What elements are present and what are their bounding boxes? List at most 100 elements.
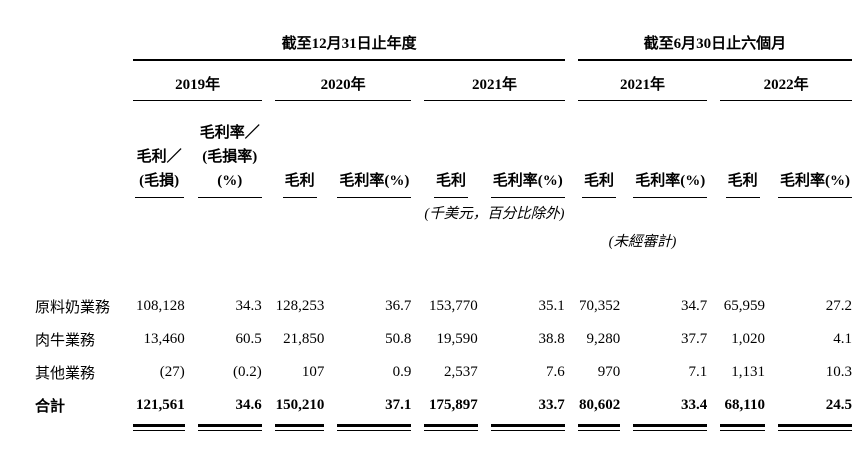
table-cell: 970 [597, 364, 621, 380]
empty-cell [35, 61, 120, 101]
column-header-line: (毛損) [139, 173, 180, 189]
table-cell: 60.5 [235, 331, 262, 347]
table-cell: 24.5 [825, 397, 852, 413]
column-header-line: 毛利率／ [199, 125, 260, 141]
table-cell: 34.7 [680, 298, 708, 314]
table-cell: 7.6 [546, 364, 565, 380]
double-rule [133, 424, 185, 431]
units-note: (千美元，百分比除外) [424, 205, 565, 222]
table-cell: (0.2) [233, 364, 262, 380]
double-rule [777, 424, 852, 431]
table-cell: 9,280 [586, 331, 621, 347]
table-cell: 36.7 [385, 298, 412, 314]
table-cell: 128,253 [275, 298, 325, 314]
table-cell: 153,770 [429, 298, 478, 314]
period-group-row: 截至12月31日止年度 截至6月30日止六個月 [35, 30, 852, 61]
gross-profit-table: 截至12月31日止年度 截至6月30日止六個月 2019年 2020年 2021… [22, 30, 865, 434]
double-rule [577, 424, 621, 431]
unaudited-note: (未經審計) [608, 233, 677, 250]
year-header-2019: 2019年 [133, 61, 262, 101]
column-header: 毛利 [424, 101, 477, 198]
column-header-line: 毛利率(%) [339, 173, 410, 189]
table-cell: 21,850 [283, 331, 325, 347]
column-header-line: 毛利率(%) [635, 173, 706, 189]
double-rule [720, 424, 765, 431]
double-rule [197, 424, 262, 431]
table-cell: 7.1 [688, 364, 708, 380]
column-header: 毛利 [720, 101, 765, 198]
spacer-row [35, 254, 852, 290]
total-rule-row [35, 422, 852, 434]
double-rule-cell [337, 422, 412, 434]
table-row-other: 其他業務 (27) (0.2) 107 0.9 2,537 7.6 970 7.… [35, 356, 852, 389]
double-rule-cell [133, 422, 185, 434]
table-cell: 0.9 [392, 364, 412, 380]
year-header-2022-interim: 2022年 [720, 61, 852, 101]
empty-cell [35, 30, 120, 61]
double-rule [274, 424, 325, 431]
double-rule-cell [720, 422, 765, 434]
column-header: 毛利 [275, 101, 325, 198]
table-cell: 37.7 [680, 331, 708, 347]
double-rule [633, 424, 708, 431]
column-header-line: 毛利 [436, 173, 467, 189]
table-cell: 4.1 [833, 331, 852, 347]
table-cell: 108,128 [136, 298, 185, 314]
table-row-total: 合計 121,561 34.6 150,210 37.1 175,897 33.… [35, 389, 852, 422]
table-cell: 107 [301, 364, 325, 380]
group-header-annual: 截至12月31日止年度 [133, 30, 565, 61]
year-header-2020: 2020年 [274, 61, 412, 101]
table-cell: 27.2 [825, 298, 852, 314]
row-label: 合計 [35, 399, 66, 415]
table-row-raw-milk: 原料奶業務 108,128 34.3 128,253 36.7 153,770 … [35, 290, 852, 323]
table-cell: (27) [159, 364, 185, 380]
table-row-beef-cattle: 肉牛業務 13,460 60.5 21,850 50.8 19,590 38.8… [35, 323, 852, 356]
double-rule-cell [490, 422, 565, 434]
double-rule-cell [424, 422, 478, 434]
double-rule [337, 424, 412, 431]
column-header-line: 毛利 [583, 173, 614, 189]
table-cell: 13,460 [143, 331, 185, 347]
table-cell: 35.1 [538, 298, 565, 314]
column-header: 毛利／ (毛損) [133, 101, 184, 198]
table-cell: 68,110 [724, 397, 765, 413]
column-header-line: 毛利 [284, 173, 315, 189]
empty-cell [720, 226, 852, 254]
row-label: 肉牛業務 [35, 333, 96, 349]
table-cell: 38.8 [538, 331, 565, 347]
table-cell: 34.3 [235, 298, 262, 314]
group-header-halfyear: 截至6月30日止六個月 [577, 30, 852, 61]
column-header-line: (%) [217, 173, 243, 189]
column-header-row: 毛利／ (毛損) 毛利率／ (毛損率) (%) 毛利 毛利率(%) 毛利 毛利率… [35, 101, 852, 198]
double-rule-cell [633, 422, 708, 434]
table-cell: 70,352 [578, 298, 621, 314]
column-header: 毛利率(%) [633, 101, 708, 198]
year-header-row: 2019年 2020年 2021年 2021年 2022年 [35, 61, 852, 101]
double-rule-cell [777, 422, 852, 434]
table-cell: 1,131 [731, 364, 765, 380]
column-header-line: 毛利 [727, 173, 758, 189]
row-label: 其他業務 [35, 366, 96, 382]
table-cell: 80,602 [578, 397, 621, 413]
table-cell: 65,959 [723, 298, 765, 314]
double-rule-cell [274, 422, 325, 434]
column-header-line: 毛利／ [136, 149, 182, 165]
double-rule [490, 424, 565, 431]
column-header: 毛利率(%) [777, 101, 852, 198]
table-cell: 10.3 [825, 364, 852, 380]
column-header-line: (毛損率) [202, 149, 258, 165]
column-header-line: 毛利率(%) [779, 173, 850, 189]
column-header-line: 毛利率(%) [492, 173, 563, 189]
year-header-2021-interim: 2021年 [577, 61, 708, 101]
table-cell: 50.8 [385, 331, 412, 347]
table-cell: 150,210 [275, 397, 325, 413]
table-cell: 34.6 [235, 397, 262, 413]
empty-cell [35, 422, 120, 434]
double-rule-cell [577, 422, 621, 434]
table-cell: 121,561 [136, 397, 185, 413]
column-header: 毛利 [578, 101, 620, 198]
double-rule-cell [197, 422, 262, 434]
empty-cell [35, 226, 565, 254]
column-header: 毛利率／ (毛損率) (%) [197, 101, 262, 198]
row-label: 原料奶業務 [35, 300, 111, 316]
